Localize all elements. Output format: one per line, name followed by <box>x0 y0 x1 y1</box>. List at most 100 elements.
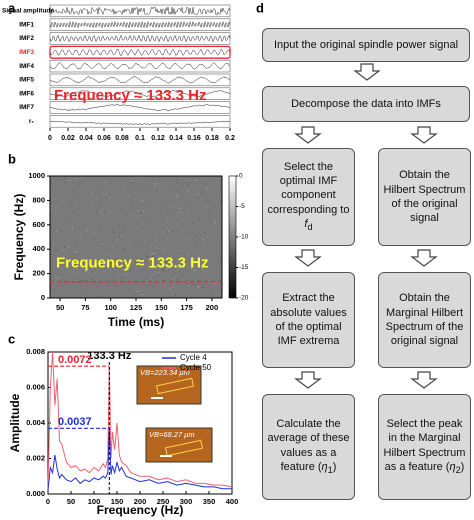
speckle <box>180 250 182 252</box>
speckle <box>189 182 191 184</box>
annotation: Frequency ≈ 133.3 Hz <box>56 255 208 272</box>
speckle <box>142 200 144 202</box>
speckle <box>81 280 83 282</box>
speckle <box>117 221 119 223</box>
speckle <box>191 222 193 224</box>
speckle <box>104 181 106 183</box>
speckle <box>64 253 66 255</box>
y-tick-label: 0.008 <box>26 347 45 356</box>
speckle <box>152 255 154 257</box>
text-text: Select the peak in the Marginal Hilbert … <box>383 418 466 473</box>
x-tick-label: 0.08 <box>115 135 129 142</box>
x-tick-label: 250 <box>157 497 170 506</box>
speckle <box>195 194 197 196</box>
row-label: IMF2 <box>19 35 34 42</box>
speckle <box>99 226 101 228</box>
speckle <box>95 198 97 200</box>
speckle <box>64 246 66 248</box>
speckle <box>140 289 142 291</box>
speckle <box>55 249 57 251</box>
speckle <box>135 243 137 245</box>
speckle <box>188 285 190 287</box>
x-tick-label: 0.06 <box>97 135 111 142</box>
speckle <box>109 197 111 199</box>
x-tick-label: 100 <box>104 303 117 312</box>
speckle <box>80 236 82 238</box>
speckle <box>174 295 176 297</box>
speckle <box>148 189 150 191</box>
text-text: Input the original spindle power signal <box>273 38 459 51</box>
row-label: Signal amplitude <box>2 8 54 15</box>
speckle <box>145 260 147 262</box>
speckle <box>136 290 138 292</box>
speckle <box>166 210 168 212</box>
speckle <box>77 273 79 275</box>
flow-text: Select the peak in the Marginal Hilbert … <box>382 417 467 477</box>
speckle <box>135 228 137 230</box>
speckle <box>102 258 104 260</box>
speckle <box>202 268 204 270</box>
row-frame <box>49 115 231 128</box>
speckle <box>176 278 178 280</box>
speckle <box>91 192 93 194</box>
speckle <box>78 184 80 186</box>
speckle <box>195 289 197 291</box>
flow-text: Decompose the data into IMFs <box>291 97 441 111</box>
x-tick-label: 0.14 <box>169 135 183 142</box>
y-axis-title: Frequency (Hz) <box>12 194 26 281</box>
inset-image <box>136 365 202 405</box>
y-tick-label: 0 <box>41 293 45 302</box>
speckle <box>157 274 159 276</box>
speckle <box>86 263 88 265</box>
speckle <box>205 197 207 199</box>
peak-value-label: 0.0037 <box>58 416 92 428</box>
speckle <box>126 214 128 216</box>
speckle <box>93 232 95 234</box>
x-tick-label: 75 <box>81 303 89 312</box>
speckle <box>153 253 155 255</box>
speckle <box>132 182 134 184</box>
text-symbol: η <box>321 460 328 473</box>
text-symbol: η <box>449 460 456 473</box>
text-text: Decompose the data into IMFs <box>291 97 441 110</box>
speckle <box>56 277 58 279</box>
speckle <box>149 204 151 206</box>
speckle <box>68 275 70 277</box>
speckle <box>100 296 102 298</box>
speckle <box>135 261 137 263</box>
speckle <box>68 180 70 182</box>
speckle <box>109 194 111 196</box>
speckle <box>81 180 83 182</box>
speckle <box>166 237 168 239</box>
speckle <box>106 197 108 199</box>
speckle <box>135 177 137 179</box>
speckle <box>62 201 64 203</box>
text-after: ) <box>332 460 337 473</box>
speckle <box>123 224 125 226</box>
spectrogram <box>49 175 223 299</box>
x-tick-label: 125 <box>130 303 143 312</box>
flow-arrows <box>294 63 438 389</box>
colorbar-tick-label: -10 <box>239 234 249 241</box>
row-label: IMF1 <box>19 21 34 28</box>
speckle <box>81 220 83 222</box>
x-tick-label: 150 <box>111 497 124 506</box>
speckle <box>197 286 199 288</box>
x-tick-label: 150 <box>155 303 168 312</box>
speckle <box>205 178 207 180</box>
speckle <box>219 188 221 190</box>
speckle <box>218 287 220 289</box>
flow-box: Obtain the Marginal Hilbert Spectrum of … <box>378 272 471 368</box>
speckle <box>193 238 195 240</box>
speckle <box>196 212 198 214</box>
speckle <box>84 270 86 272</box>
speckle <box>201 193 203 195</box>
speckle <box>205 258 207 260</box>
speckle <box>76 178 78 180</box>
flow-box: Calculate the average of these values as… <box>262 394 355 500</box>
y-tick-label: 0.002 <box>26 453 45 462</box>
speckle <box>65 178 67 180</box>
waveform <box>49 90 231 98</box>
speckle <box>157 272 159 274</box>
speckle <box>216 232 218 234</box>
